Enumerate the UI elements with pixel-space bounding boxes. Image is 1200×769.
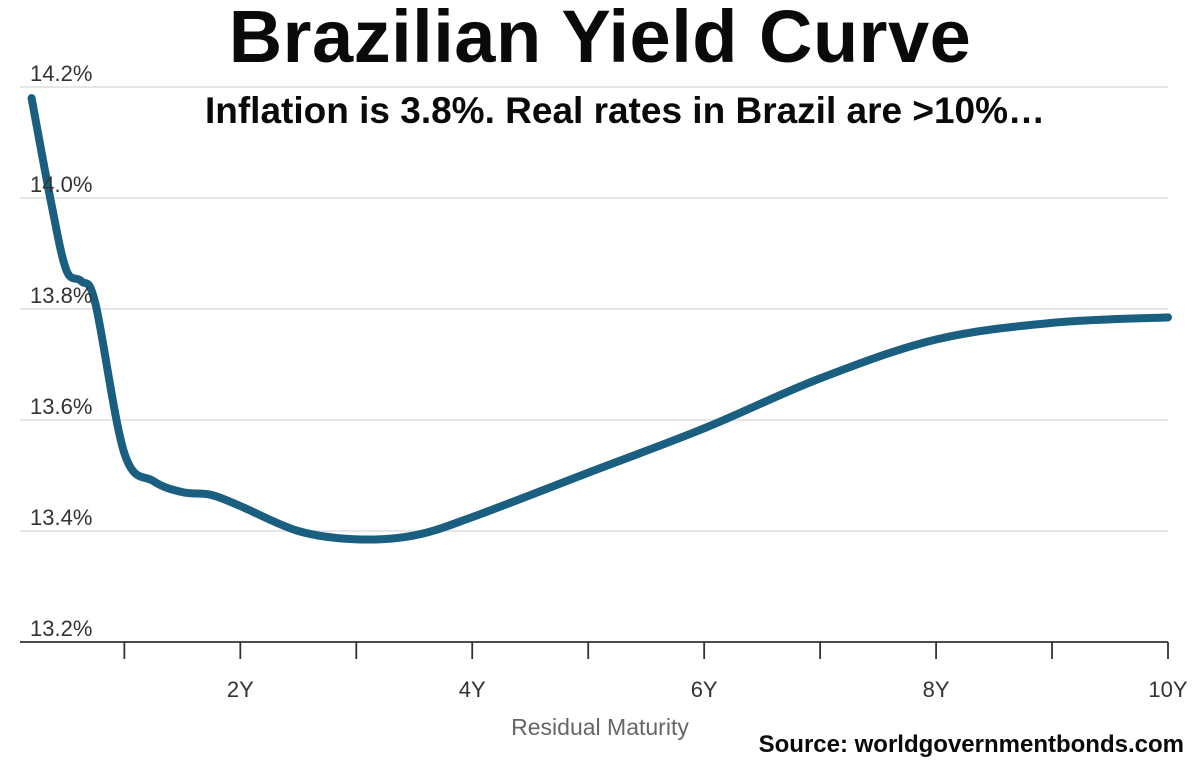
x-tick-label: 8Y [923, 677, 950, 702]
series-layer [27, 94, 1172, 544]
source-note: Source: worldgovernmentbonds.com [758, 731, 1184, 758]
y-tick-label: 13.4% [30, 505, 92, 530]
x-axis-title: Residual Maturity [511, 714, 689, 740]
x-axis [20, 641, 1169, 659]
y-tick-label: 14.2% [30, 61, 92, 86]
grid-lines [20, 86, 1168, 532]
x-tick-label: 6Y [691, 677, 718, 702]
y-tick-label: 13.2% [30, 616, 92, 641]
x-tick-label: 4Y [459, 677, 486, 702]
y-tick-label: 13.6% [30, 394, 92, 419]
chart-subtitle: Inflation is 3.8%. Real rates in Brazil … [204, 90, 1046, 131]
x-tick-label: 2Y [227, 677, 254, 702]
x-tick-label: 10Y [1148, 677, 1187, 702]
series-line-brazil [27, 94, 1172, 544]
chart-title: Brazilian Yield Curve [228, 0, 972, 78]
y-tick-label: 14.0% [30, 172, 92, 197]
y-tick-label: 13.8% [30, 283, 92, 308]
tick-labels: 13.2% 13.4% 13.6% 13.8% 14.0% 14.2% 2Y 4Y 6Y 8Y 10… [30, 61, 1188, 702]
